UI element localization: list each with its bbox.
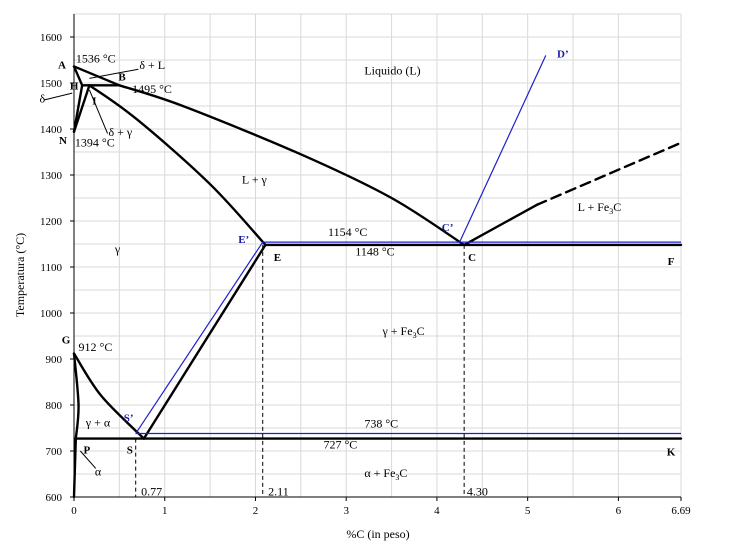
point-label: D’ bbox=[557, 48, 569, 60]
point-label: I bbox=[92, 95, 96, 107]
y-tick-label: 1300 bbox=[40, 170, 63, 182]
annotation-label: 1394 °C bbox=[75, 135, 115, 149]
leader-line bbox=[88, 89, 109, 134]
point-label: H bbox=[70, 80, 79, 92]
curve-acm-es bbox=[142, 243, 267, 440]
curve-liquidus-ab bbox=[72, 65, 121, 87]
annotation-label: α + Fe3C bbox=[364, 466, 407, 482]
annotation-label: L + γ bbox=[242, 172, 268, 186]
annotation-label: Liquido (L) bbox=[364, 64, 420, 78]
curve-liquidus-bc bbox=[118, 84, 466, 247]
x-axis-title: %C (in peso) bbox=[346, 527, 409, 541]
curve-gp bbox=[72, 352, 80, 440]
y-tick-label: 1600 bbox=[40, 32, 63, 44]
annotation-label: 738 °C bbox=[364, 417, 398, 431]
point-label: C’ bbox=[442, 222, 454, 234]
y-tick-label: 1200 bbox=[40, 216, 63, 228]
curve-solvus-pq bbox=[72, 437, 78, 499]
y-tick-label: 1000 bbox=[40, 308, 63, 320]
annotation-label: 1536 °C bbox=[76, 51, 116, 65]
point-label: A bbox=[58, 59, 66, 71]
annotation-label: γ + α bbox=[85, 416, 111, 430]
x-tick-label: 1 bbox=[162, 505, 168, 517]
annotation-label: 1148 °C bbox=[355, 245, 394, 259]
annotation-label: 912 °C bbox=[79, 340, 113, 354]
leader-line bbox=[79, 450, 97, 469]
x-tick-label: 4 bbox=[434, 505, 440, 517]
point-label: N bbox=[59, 135, 67, 147]
x-tick-label: 0 bbox=[71, 505, 77, 517]
point-label: S’ bbox=[124, 413, 134, 425]
curve-solidus-je bbox=[88, 84, 267, 247]
y-tick-label: 600 bbox=[46, 492, 63, 504]
y-tick-label: 1500 bbox=[40, 78, 63, 90]
annotation-label: 4.30 bbox=[467, 485, 488, 499]
curve-liquidus-cd bbox=[462, 203, 538, 247]
point-label: E bbox=[274, 252, 281, 264]
y-axis-title: Temperatura (°C) bbox=[13, 233, 27, 317]
leader-line bbox=[43, 92, 73, 101]
x-tick-label: 3 bbox=[343, 505, 349, 517]
annotation-label: 2.11 bbox=[268, 485, 289, 499]
curve-graphite-es bbox=[135, 241, 264, 434]
curve-graphite-cd bbox=[459, 55, 547, 243]
annotation-label: δ + L bbox=[139, 58, 165, 72]
curve-liquidus-cd-extension bbox=[535, 141, 683, 207]
phase-boundaries bbox=[43, 55, 683, 499]
annotation-label: 1154 °C bbox=[328, 225, 367, 239]
point-label: G bbox=[62, 334, 71, 346]
y-tick-label: 900 bbox=[46, 354, 63, 366]
annotation-label: L + Fe3C bbox=[578, 200, 622, 216]
x-tick-label: 5 bbox=[525, 505, 531, 517]
annotation-label: γ + Fe3C bbox=[381, 324, 424, 340]
point-label: C bbox=[468, 252, 476, 264]
axes: 0 1 2 3 4 5 6 6.6960070080090010001100120013001… bbox=[40, 14, 691, 517]
point-label: K bbox=[667, 447, 676, 459]
x-tick-label: 2 bbox=[253, 505, 259, 517]
y-tick-label: 700 bbox=[46, 446, 63, 458]
point-label: E’ bbox=[238, 234, 249, 246]
x-tick-label: 6 bbox=[616, 505, 622, 517]
annotation-label: δ bbox=[40, 91, 46, 105]
annotation-label: α bbox=[95, 464, 102, 478]
gridlines bbox=[73, 13, 682, 498]
annotation-label: γ bbox=[114, 242, 121, 256]
annotation-label: 0.77 bbox=[141, 485, 162, 499]
x-tick-label: 6.69 bbox=[671, 505, 691, 517]
y-tick-label: 1400 bbox=[40, 124, 63, 136]
annotation-label: δ + γ bbox=[108, 125, 132, 139]
annotation-label: 727 °C bbox=[324, 438, 358, 452]
curve-a3-gs bbox=[72, 352, 146, 440]
annotation-label: 1495 °C bbox=[132, 82, 172, 96]
y-tick-label: 800 bbox=[46, 400, 63, 412]
y-tick-label: 1100 bbox=[40, 262, 62, 274]
point-label: S bbox=[127, 445, 133, 457]
point-label: B bbox=[118, 71, 126, 83]
curve-delta-gamma-in bbox=[72, 84, 91, 133]
point-label: F bbox=[668, 256, 675, 268]
curve-solidus-ah bbox=[72, 65, 84, 87]
leader-line bbox=[89, 68, 139, 79]
point-label: P bbox=[83, 445, 90, 457]
